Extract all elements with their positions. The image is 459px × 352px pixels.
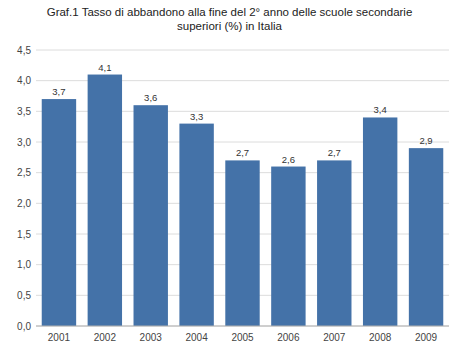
grid-line [36, 50, 449, 51]
bar [317, 160, 351, 326]
grid [36, 50, 449, 326]
chart-container: Graf.1 Tasso di abbandono alla fine del … [0, 0, 459, 352]
y-tick-label: 0,0 [17, 321, 31, 332]
y-tick-label: 2,5 [17, 167, 31, 178]
title: Graf.1 Tasso di abbandono alla fine del … [47, 6, 413, 32]
y-tick-label: 1,0 [17, 259, 31, 270]
grid-line [36, 326, 449, 327]
data-label: 2,7 [236, 147, 249, 158]
bar [363, 117, 397, 326]
data-label: 4,1 [98, 62, 111, 73]
bars [42, 75, 444, 326]
y-tick-label: 3,5 [17, 106, 31, 117]
y-tick-label: 2,0 [17, 198, 31, 209]
x-tick-label: 2006 [277, 332, 300, 343]
x-tick-label: 2002 [94, 332, 117, 343]
x-tick-label: 2007 [323, 332, 346, 343]
bar [271, 167, 305, 326]
y-tick-label: 3,0 [17, 137, 31, 148]
bar [42, 99, 76, 326]
data-label: 3,6 [144, 92, 157, 103]
y-tick-label: 4,0 [17, 75, 31, 86]
x-tick-label: 2005 [231, 332, 254, 343]
bar [134, 105, 168, 326]
bar [225, 160, 259, 326]
x-tick-label: 2001 [48, 332, 71, 343]
data-label: 3,3 [190, 111, 203, 122]
x-tick-label: 2008 [369, 332, 392, 343]
data-label: 3,7 [52, 86, 65, 97]
bar [179, 124, 213, 326]
data-label: 2,7 [328, 147, 341, 158]
x-tick-label: 2004 [185, 332, 208, 343]
x-tick-label: 2009 [415, 332, 438, 343]
y-tick-label: 4,5 [17, 45, 31, 56]
data-label: 2,9 [419, 135, 432, 146]
bar [409, 148, 443, 326]
y-tick-label: 0,5 [17, 290, 31, 301]
y-tick-label: 1,5 [17, 229, 31, 240]
x-axis-line [36, 326, 449, 327]
title-line: Graf.1 Tasso di abbandono alla fine del … [47, 6, 413, 18]
bar [88, 75, 122, 326]
x-tick-label: 2003 [140, 332, 163, 343]
title-line: superiori (%) in Italia [177, 20, 282, 32]
data-label: 3,4 [374, 104, 387, 115]
data-label: 2,6 [282, 154, 295, 165]
chart-svg: Graf.1 Tasso di abbandono alla fine del … [0, 0, 459, 352]
